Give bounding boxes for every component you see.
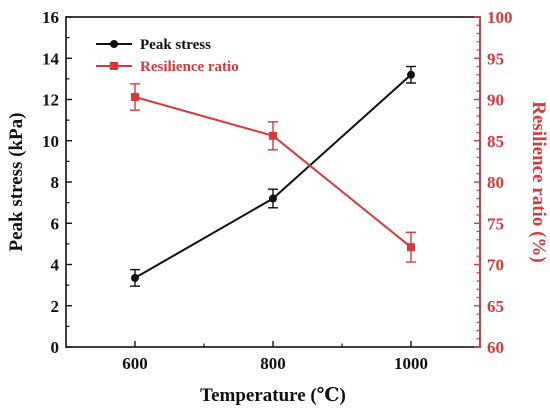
series-layer bbox=[130, 65, 416, 287]
right-tick-label: 80 bbox=[487, 173, 504, 192]
left-tick-label: 10 bbox=[42, 132, 59, 151]
left-tick-label: 4 bbox=[51, 256, 60, 275]
data-point bbox=[131, 273, 139, 282]
right-tick-label: 65 bbox=[487, 297, 504, 316]
right-axis-ticks: 60 65 70 75 80 85 90 95 100 bbox=[474, 8, 513, 357]
data-point bbox=[131, 93, 139, 102]
left-tick-label: 2 bbox=[51, 297, 60, 316]
right-tick-label: 100 bbox=[487, 8, 513, 27]
legend-marker bbox=[110, 62, 118, 70]
left-tick-label: 16 bbox=[42, 8, 59, 27]
x-tick-label: 1000 bbox=[394, 354, 428, 373]
right-tick-label: 90 bbox=[487, 91, 504, 110]
left-axis-label: Peak stress (kPa) bbox=[6, 113, 27, 252]
data-point bbox=[269, 194, 277, 203]
left-tick-label: 12 bbox=[42, 91, 59, 110]
right-tick-label: 75 bbox=[487, 214, 504, 233]
series-line-0 bbox=[134, 74, 412, 279]
left-tick-label: 8 bbox=[51, 173, 60, 192]
data-point bbox=[269, 131, 277, 140]
legend-label: Peak stress bbox=[140, 37, 211, 53]
x-axis-ticks: 600 800 1000 bbox=[122, 341, 428, 373]
x-tick-label: 600 bbox=[122, 354, 148, 373]
right-tick-label: 60 bbox=[487, 338, 504, 357]
legend: Peak stress Resilience ratio bbox=[96, 37, 239, 75]
left-axis-ticks: 0 2 4 6 8 10 12 14 16 bbox=[42, 8, 72, 357]
left-tick-label: 6 bbox=[51, 214, 60, 233]
left-tick-label: 0 bbox=[51, 338, 60, 357]
left-tick-label: 14 bbox=[42, 49, 60, 68]
series-line-1 bbox=[134, 96, 412, 248]
right-tick-label: 95 bbox=[487, 49, 504, 68]
x-axis-label: Temperature (℃) bbox=[200, 385, 346, 406]
right-tick-label: 70 bbox=[487, 256, 504, 275]
right-tick-label: 85 bbox=[487, 132, 504, 151]
data-point bbox=[407, 243, 415, 252]
data-point bbox=[407, 70, 415, 79]
right-axis-label: Resilience ratio (%) bbox=[528, 101, 549, 262]
x-tick-label: 800 bbox=[260, 354, 286, 373]
legend-marker bbox=[110, 40, 118, 48]
legend-label: Resilience ratio bbox=[140, 59, 239, 75]
